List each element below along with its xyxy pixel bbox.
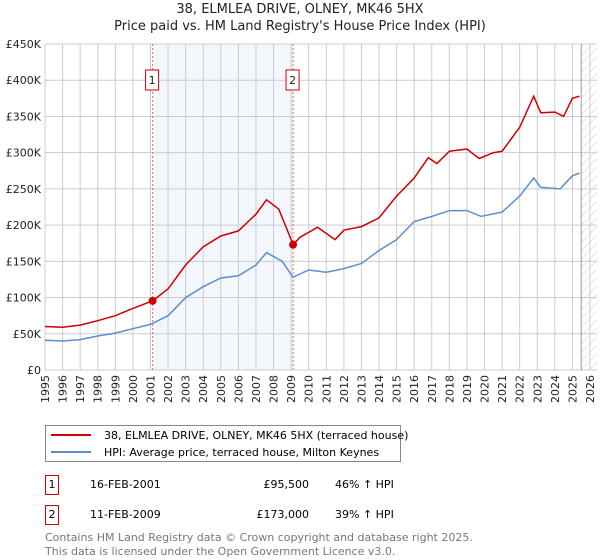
sale-period-shading (152, 44, 294, 370)
x-tick-label: 2022 (514, 375, 527, 403)
x-tick-label: 2012 (338, 375, 351, 403)
x-tick-label: 1996 (57, 375, 70, 403)
legend-swatch-blue (51, 451, 91, 453)
transaction-price: £173,000 (256, 508, 310, 521)
transaction-hpi: 39% ↑ HPI (335, 508, 394, 521)
x-tick-label: 2007 (250, 375, 263, 403)
y-tick-label: £50K (13, 328, 42, 341)
sale-label: 1 (149, 74, 156, 87)
x-tick-label: 2008 (268, 375, 281, 403)
x-tick-label: 2017 (426, 375, 439, 403)
x-tick-label: 2011 (320, 375, 333, 403)
x-tick-label: 2015 (391, 375, 404, 403)
footer-copyright: Contains HM Land Registry data © Crown c… (45, 531, 473, 544)
y-tick-label: £150K (6, 255, 42, 268)
y-tick-label: £400K (6, 74, 42, 87)
transaction-row: 2 11-FEB-2009 £173,000 39% ↑ HPI (45, 505, 545, 525)
x-tick-label: 2020 (479, 375, 492, 403)
chart-title: 38, ELMLEA DRIVE, OLNEY, MK46 5HX (176, 2, 424, 17)
x-tick-label: 2023 (531, 375, 544, 403)
sale-label: 2 (289, 74, 296, 87)
y-tick-label: £300K (6, 147, 42, 160)
price-chart: 1995 1996 1997 1998 1999 2000 2001 2002 2003 2004… (6, 38, 597, 403)
transaction-date: 16-FEB-2001 (90, 478, 161, 491)
series-line (44, 172, 580, 342)
sale-label-box (145, 69, 160, 91)
x-tick-label: 2021 (496, 375, 509, 403)
sale-label-box (285, 69, 300, 91)
x-tick-label: 2010 (303, 375, 316, 403)
legend-label: HPI: Average price, terraced house, Milt… (104, 445, 380, 459)
y-tick-label: £450K (6, 38, 42, 51)
x-tick-label: 2026 (584, 375, 597, 403)
x-tick-label: 2009 (285, 375, 298, 403)
x-tick-label: 2003 (180, 375, 193, 403)
x-tick-label: 2014 (373, 375, 386, 403)
sale-point (148, 296, 157, 305)
x-tick-label: 2019 (461, 375, 474, 403)
legend-item-property: 38, ELMLEA DRIVE, OLNEY, MK46 5HX (terra… (46, 427, 408, 443)
x-tick-label: 2001 (144, 375, 157, 403)
x-tick-label: 1999 (109, 375, 122, 403)
x-tick-label: 2025 (566, 375, 579, 403)
y-tick-label: £100K (6, 292, 42, 305)
x-tick-label: 1997 (74, 375, 87, 403)
legend-item-hpi: HPI: Average price, terraced house, Milt… (46, 444, 379, 460)
x-tick-label: 2005 (215, 375, 228, 403)
x-tick-label: 2013 (355, 375, 368, 403)
x-tick-label: 2016 (408, 375, 421, 403)
x-tick-label: 2018 (443, 375, 456, 403)
series-line (44, 94, 580, 329)
transaction-row: 1 16-FEB-2001 £95,500 46% ↑ HPI (45, 475, 545, 495)
transaction-marker: 2 (45, 505, 59, 525)
x-tick-label: 2002 (162, 375, 175, 403)
x-tick-label: 1995 (39, 375, 52, 403)
x-tick-label: 2006 (232, 375, 245, 403)
legend: 38, ELMLEA DRIVE, OLNEY, MK46 5HX (terra… (45, 425, 408, 462)
transaction-hpi: 46% ↑ HPI (335, 478, 394, 491)
transaction-marker: 1 (45, 475, 59, 495)
x-tick-label: 2024 (549, 375, 562, 403)
legend-swatch-red (51, 434, 91, 436)
y-tick-label: £0 (27, 364, 41, 377)
legend-label: 38, ELMLEA DRIVE, OLNEY, MK46 5HX (terra… (104, 428, 409, 442)
sale-point (289, 240, 298, 249)
chart-subtitle: Price paid vs. HM Land Registry's House … (114, 19, 486, 34)
x-tick-label: 2000 (127, 375, 140, 403)
y-tick-label: £350K (6, 110, 42, 123)
x-tick-label: 1998 (92, 375, 105, 403)
transaction-date: 11-FEB-2009 (90, 508, 161, 521)
footer-licence: This data is licensed under the Open Gov… (45, 545, 396, 558)
y-tick-label: £200K (6, 219, 42, 232)
forecast-hatch (581, 44, 597, 370)
y-tick-label: £250K (6, 183, 42, 196)
x-tick-label: 2004 (197, 375, 210, 403)
transaction-price: £95,500 (263, 478, 310, 491)
